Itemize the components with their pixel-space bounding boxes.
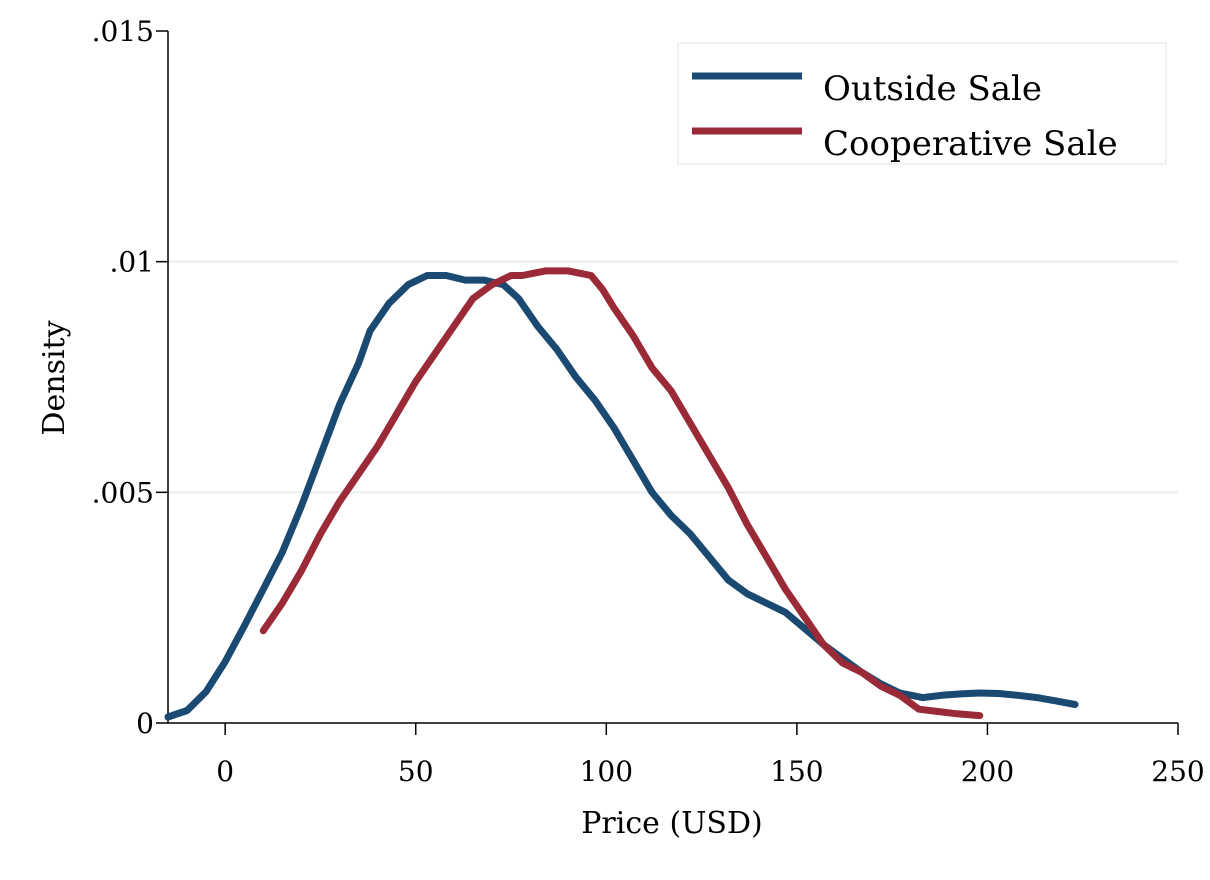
y-tick-label-1: .005 [92,476,154,509]
series-line-0 [164,272,1079,721]
x-tick-label-3: 150 [770,755,823,788]
y-tick-label-0: 0 [136,707,154,740]
legend-label-outside-sale: Outside Sale [823,69,1042,109]
y-axis-title: Density [37,320,72,435]
legend-box [677,42,1167,165]
x-tick-label-0: 0 [216,755,234,788]
y-tick-label-2: .01 [109,246,154,279]
x-tick-label-5: 250 [1151,755,1204,788]
x-tick-label-2: 100 [580,755,633,788]
x-tick-label-4: 200 [961,755,1014,788]
y-tick-label-3: .015 [92,15,154,48]
legend: Outside Sale Cooperative Sale [677,42,1167,165]
x-axis-title: Price (USD) [581,806,763,841]
grid-lines [168,260,1178,494]
series-lines [164,267,1079,721]
series-line-1 [259,267,984,720]
axes: 0 50 100 150 200 250 0 .005 .01 .015 [92,15,1205,788]
x-tick-label-1: 50 [398,755,434,788]
legend-label-cooperative-sale: Cooperative Sale [823,124,1118,164]
